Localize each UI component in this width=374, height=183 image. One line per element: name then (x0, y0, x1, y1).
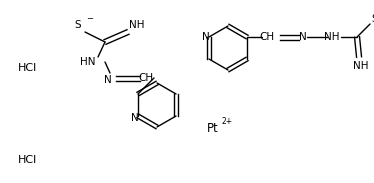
Text: HCl: HCl (18, 63, 37, 73)
Text: NH: NH (129, 20, 145, 30)
Text: −: − (86, 14, 94, 23)
Text: 2+: 2+ (222, 117, 233, 126)
Text: Pt: Pt (207, 122, 219, 135)
Text: HN: HN (80, 57, 96, 67)
Text: N: N (299, 32, 307, 42)
Text: NH: NH (324, 32, 340, 42)
Text: S: S (372, 14, 374, 24)
Text: S: S (75, 20, 81, 30)
Text: N: N (131, 113, 139, 123)
Text: HCl: HCl (18, 155, 37, 165)
Text: CH: CH (138, 73, 154, 83)
Text: N: N (104, 75, 112, 85)
Text: CH: CH (260, 32, 275, 42)
Text: N: N (202, 32, 210, 42)
Text: NH: NH (353, 61, 369, 71)
